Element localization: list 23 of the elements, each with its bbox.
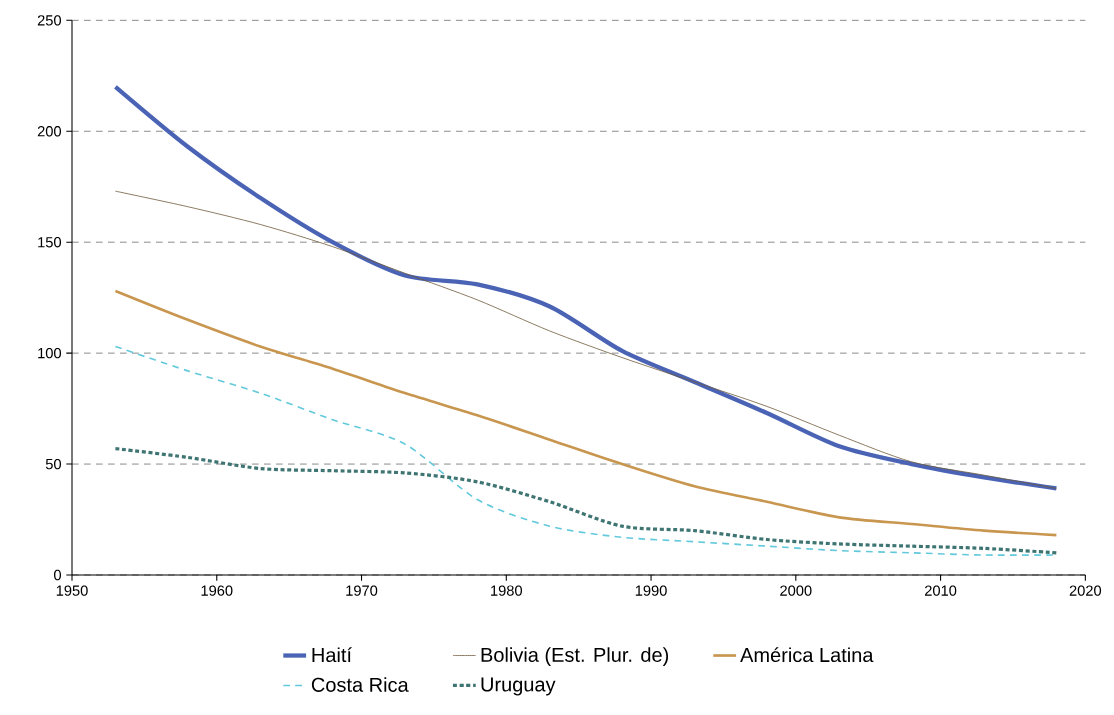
- y-tick-label: 50: [45, 458, 62, 470]
- legend-label: Uruguay: [481, 677, 556, 696]
- x-tick-label: 1980: [491, 585, 523, 596]
- x-tick-label: 1990: [635, 585, 667, 596]
- x-tick-label: 2000: [780, 585, 812, 596]
- line-series: [113, 84, 1059, 491]
- y-tick-label: 200: [37, 126, 62, 137]
- y-tick-label: 0: [54, 569, 62, 581]
- y-tick-label: 150: [38, 237, 62, 248]
- y-tick-label: 100: [38, 347, 62, 359]
- legend-label: Haití: [312, 647, 352, 663]
- x-tick-label: 2020: [1069, 585, 1102, 596]
- y-tick-label: 250: [37, 15, 62, 26]
- x-tick-label: 1970: [346, 585, 378, 596]
- legend-label: Costa Rica: [311, 677, 409, 692]
- legend-label: Bolivia (Est. Plur. de): [481, 647, 669, 666]
- line-series: [115, 190, 1057, 489]
- legend-label: América Latina: [740, 647, 874, 663]
- x-tick-label: 1950: [56, 585, 88, 596]
- x-tick-label: 2010: [924, 585, 957, 596]
- line-series: [113, 446, 1058, 555]
- line-series: [114, 289, 1058, 537]
- x-tick-label: 1960: [201, 585, 233, 596]
